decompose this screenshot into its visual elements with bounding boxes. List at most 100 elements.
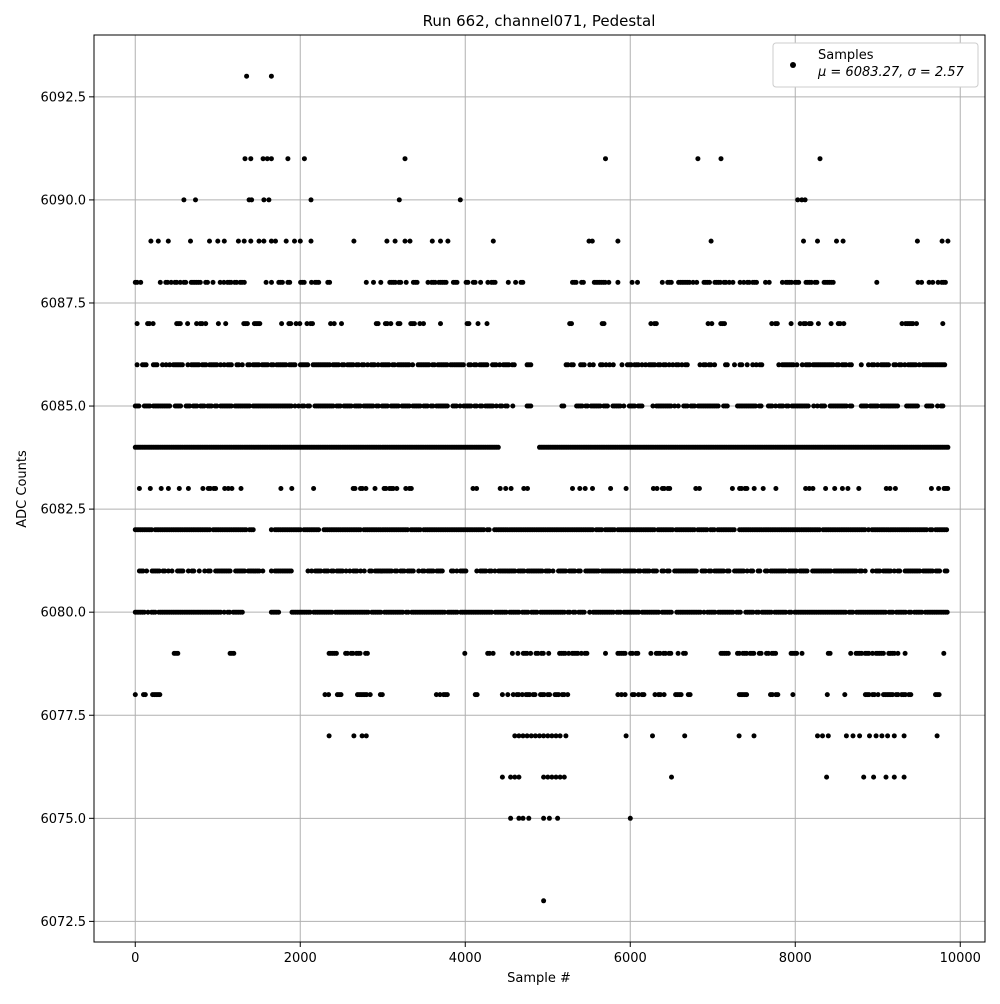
data-point <box>138 279 144 285</box>
data-point <box>527 692 533 698</box>
data-point <box>843 403 849 409</box>
legend-box <box>772 42 979 88</box>
data-point <box>805 403 811 409</box>
data-point <box>357 527 363 533</box>
data-point <box>769 692 775 698</box>
data-point <box>325 568 331 574</box>
data-point <box>541 774 547 780</box>
data-point <box>871 362 877 368</box>
data-point <box>341 362 347 368</box>
data-point <box>363 279 369 285</box>
data-point <box>602 279 608 285</box>
x-tick-label: 10000 <box>940 951 981 966</box>
data-point <box>843 733 849 739</box>
data-point <box>895 403 901 409</box>
data-point <box>862 568 868 574</box>
data-point <box>661 486 667 491</box>
data-point <box>858 362 864 368</box>
data-point <box>822 403 828 409</box>
data-point <box>789 279 794 285</box>
data-point <box>646 568 652 574</box>
data-point <box>238 486 244 491</box>
data-point <box>257 321 263 327</box>
data-point <box>508 815 514 821</box>
data-point <box>537 733 542 739</box>
data-point <box>417 527 423 533</box>
data-point <box>883 774 889 780</box>
data-point <box>183 279 189 285</box>
data-point <box>903 609 908 615</box>
data-point <box>885 733 891 739</box>
data-point <box>790 692 796 698</box>
data-point <box>454 403 459 409</box>
data-point <box>177 321 183 327</box>
data-point <box>287 279 293 285</box>
data-point <box>936 692 942 698</box>
data-point <box>209 403 214 409</box>
data-point <box>157 692 163 698</box>
data-point <box>222 486 228 491</box>
data-point <box>546 815 552 821</box>
data-point <box>327 279 333 285</box>
y-tick-label: 6082.5 <box>41 503 87 518</box>
data-point <box>363 733 369 739</box>
data-point <box>416 568 422 574</box>
data-point <box>361 568 367 574</box>
data-point <box>384 238 390 244</box>
data-point <box>610 609 616 615</box>
data-point <box>723 279 729 285</box>
data-point <box>843 609 849 615</box>
data-point <box>511 362 517 368</box>
data-point <box>406 403 412 409</box>
data-point <box>375 362 381 368</box>
data-point <box>886 362 891 368</box>
data-point <box>268 73 274 79</box>
data-point <box>901 733 907 739</box>
data-point <box>569 321 574 327</box>
data-point <box>582 486 588 491</box>
data-point <box>337 403 343 409</box>
data-point <box>403 279 409 285</box>
data-point <box>421 321 426 327</box>
y-tick-label: 6087.5 <box>41 296 87 311</box>
data-point <box>426 362 432 368</box>
data-point <box>565 362 571 368</box>
data-point <box>147 486 153 491</box>
data-point <box>711 527 717 533</box>
data-point <box>181 197 187 203</box>
data-point <box>213 486 219 491</box>
data-point <box>394 486 400 491</box>
data-point <box>887 486 893 491</box>
data-point <box>528 362 534 368</box>
data-point <box>861 774 867 780</box>
data-point <box>730 609 736 615</box>
data-point <box>757 568 763 574</box>
data-point <box>546 650 552 656</box>
data-point <box>194 321 200 327</box>
data-point <box>549 733 555 739</box>
data-point <box>256 568 262 574</box>
data-point <box>541 815 547 821</box>
x-tick-label: 8000 <box>779 951 812 966</box>
data-point <box>330 568 336 574</box>
data-point <box>744 692 750 698</box>
data-point <box>670 527 675 533</box>
data-point <box>402 156 408 162</box>
data-point <box>794 650 800 656</box>
data-point <box>623 486 629 491</box>
data-point <box>788 321 794 327</box>
data-point <box>667 486 673 491</box>
data-point <box>908 692 914 698</box>
data-point <box>202 568 208 574</box>
data-point <box>919 609 925 615</box>
data-point <box>348 403 354 409</box>
data-point <box>401 568 407 574</box>
data-point <box>361 362 367 368</box>
data-point <box>509 650 515 656</box>
data-point <box>830 279 836 285</box>
data-point <box>301 279 307 285</box>
data-point <box>615 279 621 285</box>
data-point <box>650 403 656 409</box>
data-point <box>641 692 647 698</box>
data-point <box>279 321 285 327</box>
